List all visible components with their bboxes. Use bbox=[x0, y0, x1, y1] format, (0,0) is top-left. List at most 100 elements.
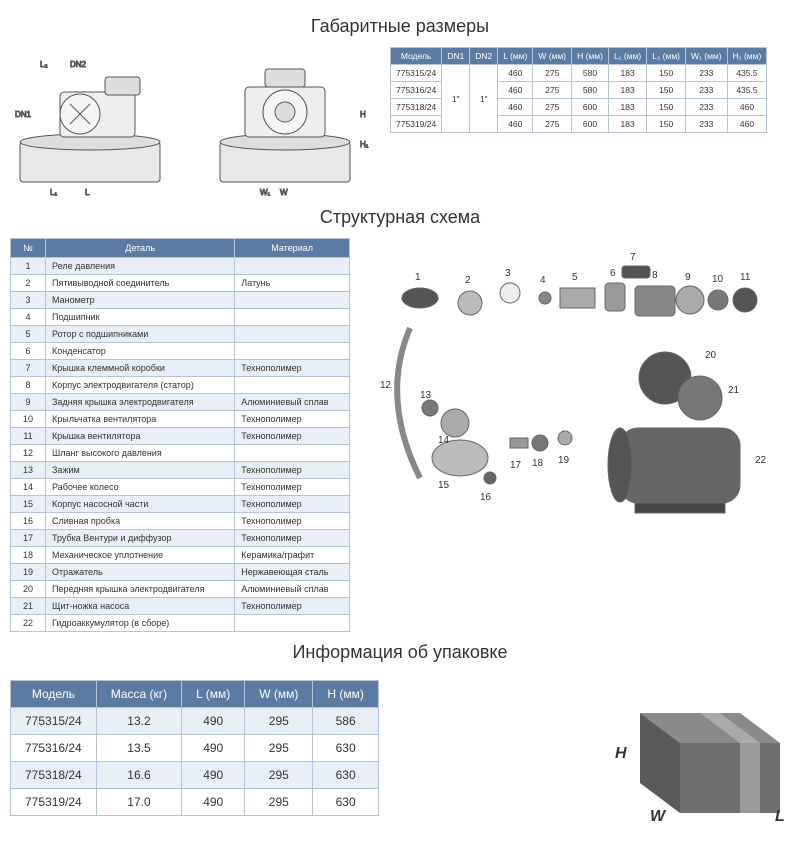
svg-text:14: 14 bbox=[438, 435, 450, 446]
struct-td: Пятивыводной соединитель bbox=[46, 275, 235, 292]
table-row: 775318/2416.6490295630 bbox=[11, 762, 379, 789]
table-row: 775319/2417.0490295630 bbox=[11, 789, 379, 816]
dims-th: H (мм) bbox=[572, 48, 609, 65]
svg-text:10: 10 bbox=[712, 274, 724, 285]
struct-td bbox=[235, 615, 350, 632]
svg-text:DN2: DN2 bbox=[70, 60, 87, 69]
pack-td: 490 bbox=[182, 789, 245, 816]
table-row: 20Передняя крышка электродвигателяАлюмин… bbox=[11, 581, 350, 598]
struct-td: Механическое уплотнение bbox=[46, 547, 235, 564]
pack-td: 295 bbox=[245, 789, 313, 816]
struct-td: 10 bbox=[11, 411, 46, 428]
struct-td: 17 bbox=[11, 530, 46, 547]
dims-th: L₂ (мм) bbox=[647, 48, 686, 65]
dims-th: L (мм) bbox=[498, 48, 533, 65]
struct-table: №ДетальМатериал1Реле давления2Пятивыводн… bbox=[10, 238, 350, 632]
pack-td: 775318/24 bbox=[11, 762, 97, 789]
dims-td: 460 bbox=[727, 116, 767, 133]
dims-td: 150 bbox=[647, 116, 686, 133]
pack-td: 490 bbox=[182, 762, 245, 789]
struct-td: Латунь bbox=[235, 275, 350, 292]
struct-td: 4 bbox=[11, 309, 46, 326]
pack-row: МодельМасса (кг)L (мм)W (мм)H (мм)775315… bbox=[10, 673, 790, 823]
dims-td: 775316/24 bbox=[391, 82, 442, 99]
dims-td: 275 bbox=[533, 116, 572, 133]
svg-text:16: 16 bbox=[480, 492, 492, 503]
pack-td: 630 bbox=[313, 735, 379, 762]
dims-td: 183 bbox=[608, 65, 646, 82]
struct-th: № bbox=[11, 239, 46, 258]
dims-row: L₂ DN2 DN1 L L₁ H H₁ W W₁ МодельDN1DN2L … bbox=[10, 47, 790, 197]
dims-td: 580 bbox=[572, 65, 609, 82]
svg-text:8: 8 bbox=[652, 270, 658, 281]
struct-td: Керамика/графит bbox=[235, 547, 350, 564]
struct-td: Ротор с подшипниками bbox=[46, 326, 235, 343]
table-row: 17Трубка Вентури и диффузорТехнополимер bbox=[11, 530, 350, 547]
table-row: 21Щит-ножка насосаТехнополимер bbox=[11, 598, 350, 615]
struct-title: Структурная схема bbox=[10, 207, 790, 228]
svg-text:15: 15 bbox=[438, 480, 450, 491]
struct-td: Технополимер bbox=[235, 411, 350, 428]
dims-th: Модель bbox=[391, 48, 442, 65]
dims-td: 460 bbox=[727, 99, 767, 116]
dims-td: 233 bbox=[686, 65, 728, 82]
pack-title: Информация об упаковке bbox=[10, 642, 790, 663]
pack-td: 775316/24 bbox=[11, 735, 97, 762]
pack-td: 16.6 bbox=[96, 762, 181, 789]
struct-td bbox=[235, 258, 350, 275]
struct-td: Рабочее колесо bbox=[46, 479, 235, 496]
struct-td: Технополимер bbox=[235, 513, 350, 530]
struct-td: Технополимер bbox=[235, 530, 350, 547]
dims-th: W₁ (мм) bbox=[686, 48, 728, 65]
struct-td: 18 bbox=[11, 547, 46, 564]
dims-td: 460 bbox=[498, 116, 533, 133]
dims-td: 1" bbox=[470, 65, 498, 133]
struct-td: Шланг высокого давления bbox=[46, 445, 235, 462]
struct-td: 11 bbox=[11, 428, 46, 445]
struct-td: Алюминиевый сплав bbox=[235, 394, 350, 411]
struct-td: Трубка Вентури и диффузор bbox=[46, 530, 235, 547]
struct-td: 6 bbox=[11, 343, 46, 360]
struct-td: Реле давления bbox=[46, 258, 235, 275]
dims-td: 275 bbox=[533, 99, 572, 116]
dims-th: L₁ (мм) bbox=[608, 48, 646, 65]
dim-drawing: L₂ DN2 DN1 L L₁ H H₁ W W₁ bbox=[10, 47, 380, 197]
svg-text:W₁: W₁ bbox=[260, 188, 271, 197]
struct-td: 20 bbox=[11, 581, 46, 598]
pack-th: L (мм) bbox=[182, 681, 245, 708]
svg-text:3: 3 bbox=[505, 268, 511, 279]
table-row: 11Крышка вентилятораТехнополимер bbox=[11, 428, 350, 445]
dims-title: Габаритные размеры bbox=[10, 16, 790, 37]
pack-th: Модель bbox=[11, 681, 97, 708]
svg-text:13: 13 bbox=[420, 390, 432, 401]
dims-td: 183 bbox=[608, 116, 646, 133]
svg-text:12: 12 bbox=[380, 380, 392, 391]
struct-td bbox=[235, 343, 350, 360]
struct-td: Корпус электродвигателя (статор) bbox=[46, 377, 235, 394]
struct-td: 7 bbox=[11, 360, 46, 377]
table-row: 9Задняя крышка электродвигателяАлюминиев… bbox=[11, 394, 350, 411]
table-row: 5Ротор с подшипниками bbox=[11, 326, 350, 343]
struct-td: Технополимер bbox=[235, 479, 350, 496]
struct-td: 3 bbox=[11, 292, 46, 309]
pack-td: 630 bbox=[313, 789, 379, 816]
pack-td: 295 bbox=[245, 735, 313, 762]
pack-td: 490 bbox=[182, 708, 245, 735]
dims-td: 600 bbox=[572, 116, 609, 133]
struct-td: 13 bbox=[11, 462, 46, 479]
dims-th: H₁ (мм) bbox=[727, 48, 767, 65]
svg-text:7: 7 bbox=[630, 252, 636, 263]
svg-text:17: 17 bbox=[510, 460, 522, 471]
svg-text:2: 2 bbox=[465, 275, 471, 286]
struct-td: Гидроаккумулятор (в сборе) bbox=[46, 615, 235, 632]
dims-td: 460 bbox=[498, 99, 533, 116]
table-row: 7Крышка клеммной коробкиТехнополимер bbox=[11, 360, 350, 377]
dims-td: 460 bbox=[498, 65, 533, 82]
pack-td: 630 bbox=[313, 762, 379, 789]
pack-td: 295 bbox=[245, 762, 313, 789]
struct-td: Крышка вентилятора bbox=[46, 428, 235, 445]
table-row: 4Подшипник bbox=[11, 309, 350, 326]
struct-td: 2 bbox=[11, 275, 46, 292]
struct-td: Передняя крышка электродвигателя bbox=[46, 581, 235, 598]
pack-table: МодельМасса (кг)L (мм)W (мм)H (мм)775315… bbox=[10, 680, 379, 816]
